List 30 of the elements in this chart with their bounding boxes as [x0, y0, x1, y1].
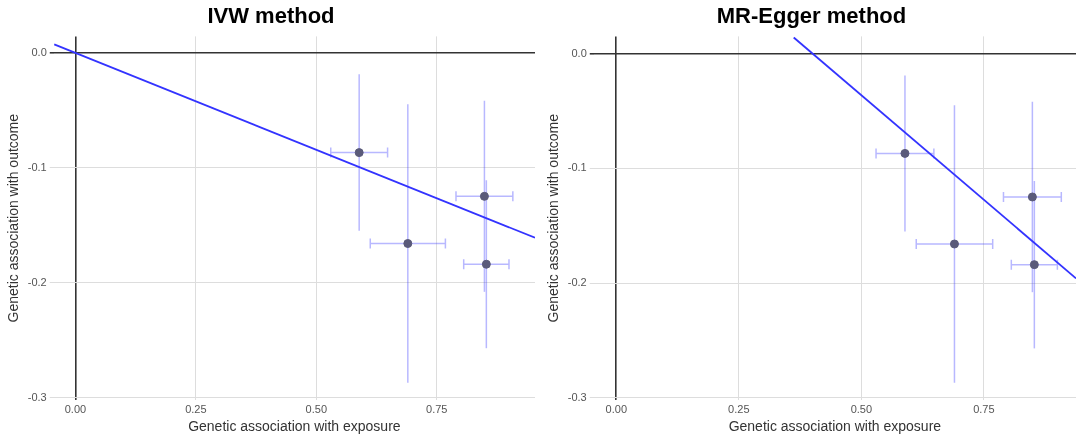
- point: [354, 148, 364, 158]
- x-tick-label: 0.25: [728, 402, 750, 415]
- x-tick-label: 0.50: [305, 402, 328, 415]
- x-axis-title: Genetic association with exposure: [188, 418, 401, 435]
- y-tick-label: 0.0: [571, 46, 587, 59]
- y-tick-label: -0.3: [567, 390, 587, 403]
- point: [481, 259, 491, 269]
- point: [479, 191, 489, 201]
- point: [900, 148, 910, 158]
- y-tick-label: -0.1: [567, 161, 587, 174]
- y-axis-title: Genetic association with outcome: [545, 113, 562, 323]
- point: [1029, 260, 1039, 270]
- y-tick-label: -0.2: [567, 276, 587, 289]
- point: [949, 239, 959, 249]
- point: [1027, 192, 1037, 202]
- chart-title: MR-Egger method: [716, 3, 907, 29]
- y-tick-label: -0.3: [27, 390, 47, 403]
- x-tick-label: 0.50: [850, 402, 873, 415]
- y-tick-label: -0.2: [27, 275, 47, 288]
- chart-title: IVW method: [207, 3, 335, 29]
- x-tick-label: 0.00: [605, 402, 628, 415]
- y-tick-label: 0.0: [31, 45, 47, 58]
- x-tick-label: 0.75: [426, 402, 448, 415]
- x-axis-title: Genetic association with exposure: [728, 418, 942, 435]
- x-tick-label: 0.25: [185, 402, 207, 415]
- y-tick-label: -0.1: [27, 160, 47, 173]
- x-tick-label: 0.00: [64, 402, 87, 415]
- x-tick-label: 0.75: [973, 402, 995, 415]
- y-axis-title: Genetic association with outcome: [5, 113, 22, 323]
- point: [403, 239, 413, 249]
